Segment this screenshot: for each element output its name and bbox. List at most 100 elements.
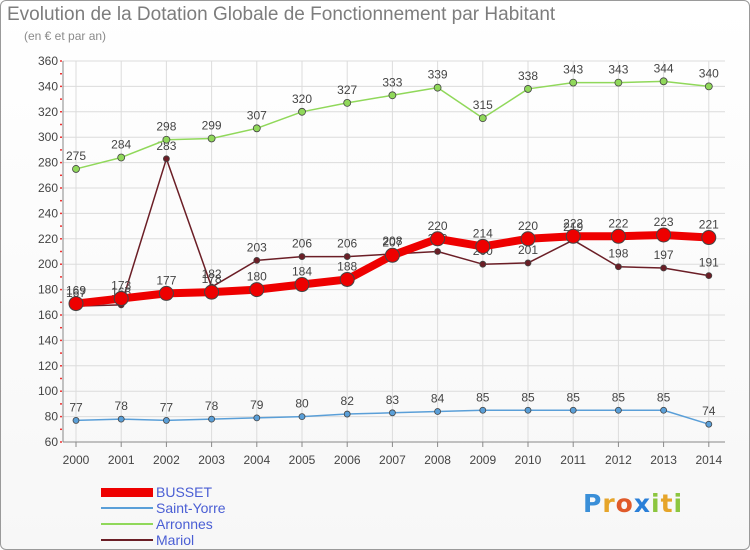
data-label-arronnes: 315 [473, 98, 493, 112]
data-point-arronnes [252, 124, 261, 133]
y-tick-label: 220 [38, 232, 58, 246]
data-point-arronnes [72, 165, 80, 173]
data-label-mariol: 191 [699, 256, 719, 270]
data-label-saint-yorre: 85 [476, 390, 490, 404]
legend-swatch [101, 523, 153, 525]
proxiti-logo: Proxiti [583, 489, 703, 529]
data-point-busset [339, 271, 355, 287]
y-tick-label: 80 [45, 410, 59, 424]
legend-item-arronnes: Arronnes [101, 516, 301, 532]
data-label-busset: 177 [156, 273, 176, 287]
logo-letter: P [583, 489, 603, 518]
data-label-saint-yorre: 84 [431, 392, 445, 406]
data-point-saint-yorre [72, 417, 80, 424]
logo-letter: r [602, 489, 616, 518]
y-tick-label: 340 [38, 79, 58, 93]
legend-label: Mariol [156, 532, 195, 548]
legend-item-busset: BUSSET [101, 484, 301, 500]
x-tick-label: 2003 [198, 453, 225, 467]
y-tick-label: 60 [45, 435, 59, 449]
y-tick-label: 200 [38, 257, 58, 271]
data-point-busset [430, 231, 446, 247]
data-point-arronnes [478, 114, 487, 123]
legend-swatch [101, 488, 153, 497]
y-tick-label: 120 [38, 359, 58, 373]
data-point-busset [204, 284, 220, 300]
legend-label: Arronnes [156, 516, 213, 532]
data-point-mariol [343, 253, 351, 260]
data-point-busset [565, 228, 581, 244]
data-point-busset [113, 290, 129, 306]
logo-letter: o [615, 489, 634, 518]
data-label-busset: 207 [382, 235, 402, 249]
data-point-saint-yorre [162, 417, 170, 424]
data-point-mariol [434, 248, 442, 255]
legend-item-mariol: Mariol [101, 532, 301, 548]
data-label-saint-yorre: 85 [567, 390, 581, 404]
data-point-saint-yorre [524, 406, 532, 414]
data-label-arronnes: 343 [608, 63, 628, 77]
data-label-busset: 169 [66, 284, 86, 298]
data-point-arronnes [388, 91, 397, 100]
y-tick-label: 360 [38, 54, 58, 68]
y-tick-label: 180 [38, 283, 58, 297]
data-point-mariol [705, 272, 713, 280]
data-point-mariol [660, 264, 667, 272]
data-point-arronnes [343, 99, 352, 107]
legend-item-saint-yorre: Saint-Yorre [101, 500, 301, 516]
data-label-arronnes: 340 [699, 66, 719, 80]
data-point-saint-yorre [434, 408, 442, 415]
data-point-busset [68, 296, 84, 312]
x-tick-label: 2007 [379, 453, 406, 467]
y-tick-label: 160 [38, 308, 58, 322]
data-label-saint-yorre: 85 [521, 390, 535, 404]
data-point-mariol [253, 256, 261, 264]
data-point-arronnes [207, 134, 216, 143]
x-tick-label: 2009 [469, 453, 496, 467]
data-point-busset [384, 247, 400, 263]
logo-letter: i [651, 489, 661, 518]
x-tick-label: 2008 [424, 453, 451, 467]
x-tick-label: 2014 [695, 453, 722, 467]
data-label-arronnes: 299 [202, 118, 222, 132]
data-label-mariol: 182 [202, 267, 222, 281]
data-point-busset [294, 277, 310, 293]
data-point-busset [520, 231, 536, 247]
y-tick-label: 320 [38, 105, 58, 119]
legend-swatch [101, 507, 153, 509]
x-tick-label: 2001 [108, 453, 135, 467]
data-point-saint-yorre [615, 406, 622, 414]
x-tick-label: 2004 [243, 453, 270, 467]
x-tick-label: 2010 [515, 453, 542, 467]
data-label-busset: 214 [473, 226, 493, 240]
legend-swatch [101, 539, 153, 541]
data-label-mariol: 197 [654, 248, 674, 262]
data-label-arronnes: 307 [247, 108, 267, 122]
data-point-busset [656, 227, 672, 243]
data-point-arronnes [569, 78, 578, 87]
data-label-busset: 173 [111, 278, 131, 292]
data-label-busset: 222 [608, 216, 628, 230]
data-label-saint-yorre: 80 [295, 397, 309, 411]
x-tick-label: 2006 [334, 453, 361, 467]
data-label-saint-yorre: 85 [612, 390, 626, 404]
data-label-mariol: 206 [337, 237, 357, 251]
data-point-mariol [162, 155, 170, 163]
data-point-arronnes [704, 82, 713, 91]
data-point-arronnes [162, 135, 171, 144]
data-label-mariol: 201 [518, 243, 538, 257]
y-tick-label: 260 [38, 181, 58, 195]
data-label-arronnes: 344 [654, 61, 674, 75]
data-point-saint-yorre [343, 410, 351, 418]
data-point-busset [249, 282, 265, 298]
data-point-saint-yorre [705, 420, 713, 428]
x-tick-label: 2000 [63, 453, 90, 467]
data-point-arronnes [524, 85, 532, 93]
data-label-mariol: 203 [247, 240, 267, 254]
data-point-arronnes [614, 78, 623, 87]
data-label-saint-yorre: 83 [386, 393, 400, 407]
data-point-saint-yorre [388, 409, 396, 417]
data-point-mariol [524, 259, 532, 267]
